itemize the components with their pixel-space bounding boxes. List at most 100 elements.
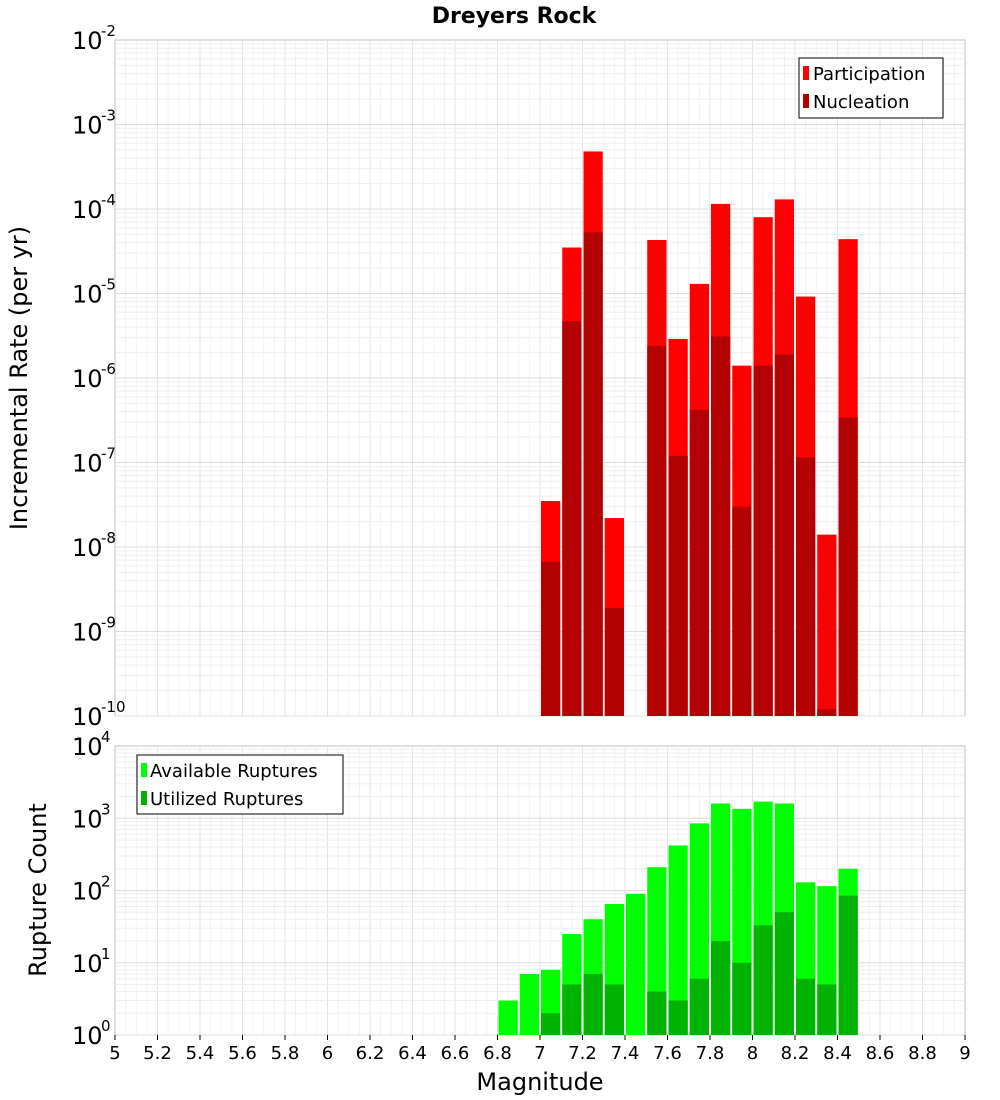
top-y-tick-exponent: -5	[101, 276, 116, 294]
x-tick-label: 7.6	[653, 1043, 682, 1064]
top-y-axis-label: Incremental Rate (per yr)	[5, 226, 33, 530]
top-legend: Participation Nucleation	[798, 57, 944, 119]
top-bar-nucleation	[732, 506, 752, 716]
legend-label-available: Available Ruptures	[150, 761, 318, 782]
x-tick-label: 6	[322, 1043, 333, 1064]
bottom-y-tick-exponent: 1	[101, 945, 111, 963]
bottom-legend: Available Ruptures Utilized Ruptures	[136, 754, 344, 815]
x-tick-label: 5	[109, 1043, 120, 1064]
top-y-tick-label: 10	[72, 450, 103, 478]
top-bar-nucleation	[689, 409, 709, 716]
bottom-y-tick-exponent: 2	[101, 873, 111, 891]
legend-label-participation: Participation	[813, 64, 925, 85]
top-y-tick-exponent: -6	[101, 360, 116, 378]
bottom-y-tick-label: 10	[72, 950, 103, 978]
top-y-tick-exponent: -4	[101, 191, 116, 209]
x-axis-label: Magnitude	[476, 1068, 603, 1096]
x-tick-label: 5.6	[228, 1043, 257, 1064]
legend-swatch-available	[141, 763, 147, 777]
legend-label-utilized: Utilized Ruptures	[150, 789, 303, 810]
bottom-bar-utilized-ruptures	[647, 991, 667, 1035]
top-y-tick-exponent: -7	[101, 445, 116, 463]
bottom-y-tick-exponent: 4	[101, 728, 111, 746]
bottom-y-tick-label: 10	[72, 733, 103, 761]
top-y-tick-label: 10	[72, 703, 103, 731]
top-y-tick-exponent: -9	[101, 614, 116, 632]
x-tick-label: 7	[534, 1043, 545, 1064]
bottom-bar-utilized-ruptures	[583, 973, 603, 1035]
legend-swatch-participation	[803, 66, 809, 80]
bottom-y-tick-label: 10	[72, 1022, 103, 1050]
bottom-bar-available-ruptures	[668, 845, 688, 1035]
top-y-tick-exponent: -2	[101, 22, 116, 40]
bottom-bar-utilized-ruptures	[838, 895, 858, 1035]
bottom-bar-available-ruptures	[498, 1000, 518, 1035]
x-tick-label: 6.4	[398, 1043, 427, 1064]
bottom-bar-utilized-ruptures	[541, 1013, 561, 1035]
top-bar-nucleation	[753, 365, 773, 716]
top-y-tick-label: 10	[72, 365, 103, 393]
x-tick-label: 8.2	[781, 1043, 810, 1064]
top-legend-box	[798, 57, 944, 119]
top-y-tick-label: 10	[72, 534, 103, 562]
legend-label-nucleation: Nucleation	[813, 92, 909, 113]
x-tick-label: 7.2	[568, 1043, 597, 1064]
bottom-y-axis-label: Rupture Count	[24, 803, 52, 977]
x-tick-label: 9	[959, 1043, 970, 1064]
bottom-bar-available-ruptures	[626, 893, 646, 1035]
legend-swatch-nucleation	[803, 94, 809, 108]
x-tick-label: 6.2	[356, 1043, 385, 1064]
top-bar-participation	[817, 534, 837, 716]
bottom-legend-box	[136, 754, 344, 815]
x-tick-label: 8.8	[908, 1043, 937, 1064]
bottom-bar-utilized-ruptures	[817, 984, 837, 1035]
legend-swatch-utilized	[141, 791, 147, 805]
bottom-y-tick-exponent: 0	[101, 1017, 111, 1035]
bottom-bar-utilized-ruptures	[711, 941, 731, 1035]
x-tick-label: 5.2	[143, 1043, 172, 1064]
bottom-bars	[498, 801, 858, 1035]
top-bar-nucleation	[604, 607, 624, 716]
top-y-tick-exponent: -3	[101, 107, 116, 125]
top-bar-nucleation	[796, 457, 816, 716]
top-bars	[541, 151, 858, 717]
top-bar-nucleation	[774, 354, 794, 716]
x-tick-label: 7.4	[611, 1043, 640, 1064]
bottom-bar-utilized-ruptures	[689, 978, 709, 1035]
top-y-tick-label: 10	[72, 112, 103, 140]
bottom-bar-utilized-ruptures	[796, 978, 816, 1035]
top-y-tick-label: 10	[72, 27, 103, 55]
bottom-y-tick-label: 10	[72, 805, 103, 833]
bottom-bar-utilized-ruptures	[668, 1000, 688, 1035]
x-tick-label: 6.8	[483, 1043, 512, 1064]
top-bar-nucleation	[711, 336, 731, 716]
top-y-tick-label: 10	[72, 619, 103, 647]
bottom-bar-utilized-ruptures	[732, 962, 752, 1035]
bottom-y-tick-label: 10	[72, 878, 103, 906]
bottom-bar-utilized-ruptures	[753, 925, 773, 1035]
bottom-grid	[115, 746, 965, 1036]
bottom-x-ticks: 5 5.2 5.4 5.6 5.8 6 6.2 6.4 6.6 6.8 7 7.2 7.4 7.6 7.8 8…	[109, 1035, 971, 1064]
top-y-tick-label: 10	[72, 281, 103, 309]
bottom-bar-utilized-ruptures	[562, 984, 582, 1035]
x-tick-label: 5.4	[186, 1043, 215, 1064]
top-y-tick-exponent: -8	[101, 529, 116, 547]
top-bar-nucleation	[838, 417, 858, 716]
bottom-bar-utilized-ruptures	[604, 984, 624, 1035]
bottom-y-tick-exponent: 3	[101, 800, 111, 818]
x-tick-label: 5.8	[271, 1043, 300, 1064]
x-tick-label: 8.6	[866, 1043, 895, 1064]
top-y-tick-exponent: -10	[101, 698, 126, 716]
x-tick-label: 8.4	[823, 1043, 852, 1064]
bottom-bar-available-ruptures	[519, 973, 539, 1035]
top-bar-nucleation	[668, 455, 688, 716]
x-tick-label: 6.6	[441, 1043, 470, 1064]
top-bar-nucleation	[562, 321, 582, 716]
bottom-bar-utilized-ruptures	[774, 912, 794, 1035]
top-bar-nucleation	[817, 709, 837, 716]
